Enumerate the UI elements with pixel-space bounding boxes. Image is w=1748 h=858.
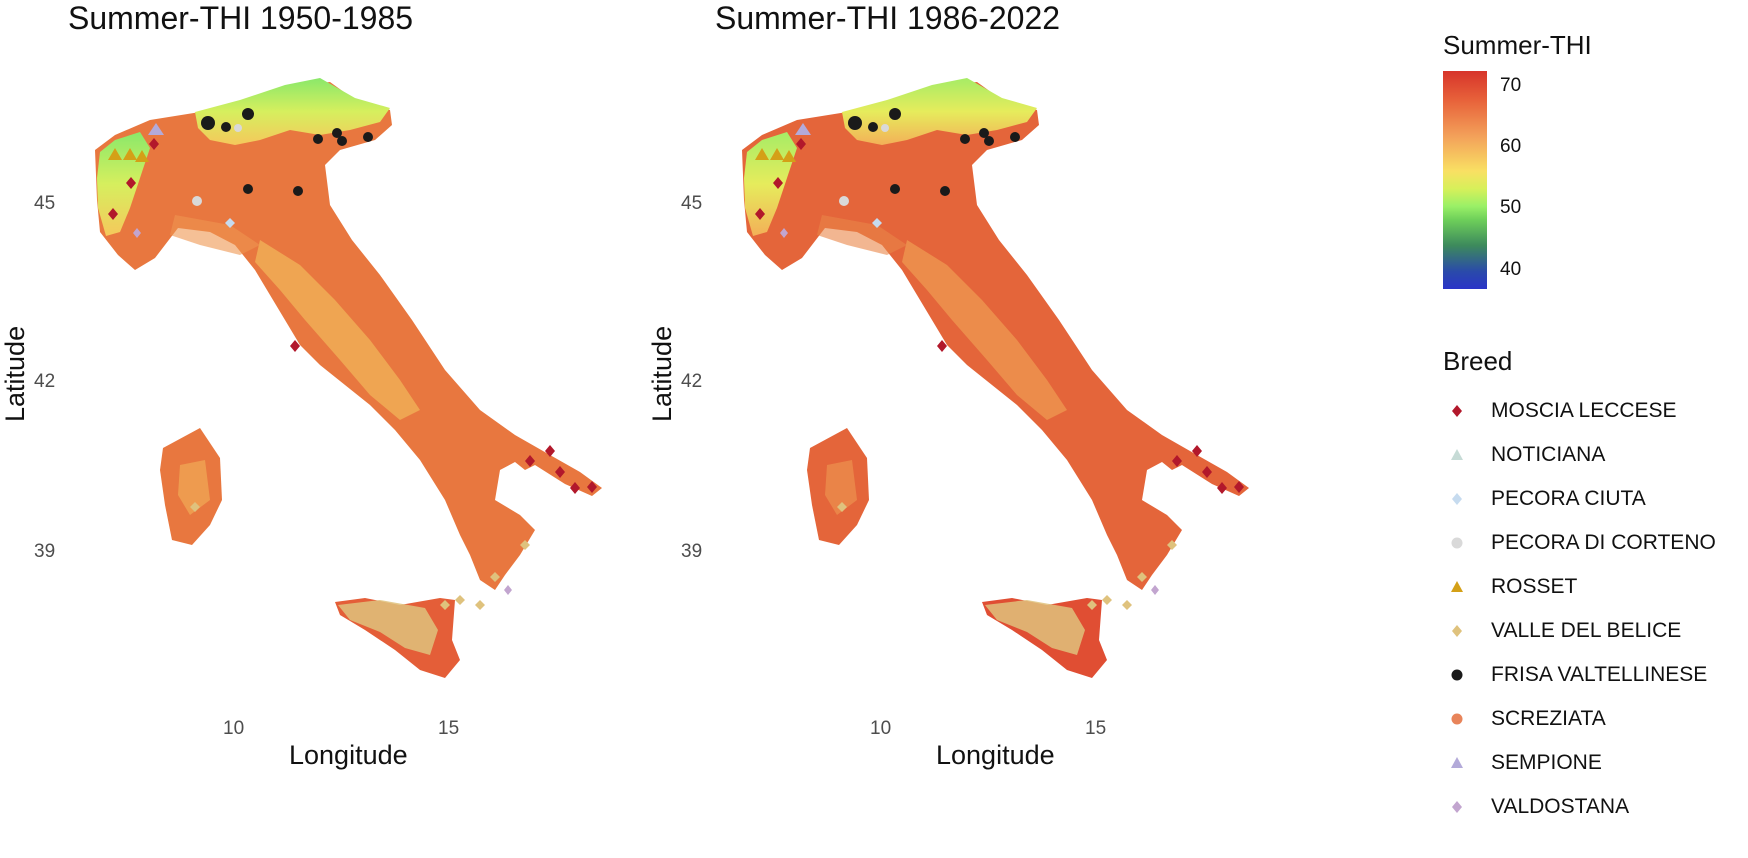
legend-item: ROSSET — [1445, 572, 1577, 602]
panel-1-map — [95, 78, 602, 678]
panel-2-title: Summer-THI 1986-2022 — [715, 0, 1061, 36]
panel-2-x-axis-label: Longitude — [936, 740, 1055, 770]
colorbar-tick-50: 50 — [1500, 197, 1522, 218]
panel-2-x-tick-10: 10 — [870, 718, 892, 739]
legend-item-label: SCREZIATA — [1491, 707, 1606, 730]
panel-2-y-tick-45: 45 — [681, 193, 703, 214]
diamond-marker-icon — [1445, 795, 1469, 819]
legend-item-label: MOSCIA LECCESE — [1491, 399, 1677, 422]
circle-marker-icon — [1445, 707, 1469, 731]
legend-item: FRISA VALTELLINESE — [1445, 660, 1707, 690]
panel-1-y-tick-42: 42 — [34, 371, 56, 392]
breed-legend-title: Breed — [1443, 346, 1513, 376]
panel-1-y-tick-45: 45 — [34, 193, 56, 214]
panel-2-y-tick-42: 42 — [681, 371, 703, 392]
circle-marker-icon — [1445, 531, 1469, 555]
breed-points — [108, 108, 597, 610]
panel-2-map — [742, 78, 1249, 678]
sicily — [335, 598, 460, 678]
triangle-marker-icon — [1445, 575, 1469, 599]
legend-item: PECORA DI CORTENO — [1445, 528, 1716, 558]
sicily — [982, 598, 1107, 678]
diamond-marker-icon — [1445, 399, 1469, 423]
panel-1-y-tick-39: 39 — [34, 541, 56, 562]
colorbar-title: Summer-THI — [1443, 30, 1592, 60]
legend-item-label: VALLE DEL BELICE — [1491, 619, 1682, 642]
legend-item-label: ROSSET — [1491, 575, 1578, 598]
colorbar-tick-70: 70 — [1500, 75, 1522, 96]
circle-marker-icon — [1445, 663, 1469, 687]
panel-1-x-tick-15: 15 — [438, 718, 460, 739]
colorbar-tick-40: 40 — [1500, 259, 1522, 280]
legend-item: MOSCIA LECCESE — [1445, 396, 1677, 426]
triangle-marker-icon — [1445, 751, 1469, 775]
panel-1-x-axis-label: Longitude — [289, 740, 408, 770]
italy-mainland — [742, 78, 1249, 590]
colorbar-tick-60: 60 — [1500, 136, 1522, 157]
colorbar — [1443, 71, 1487, 289]
legend-item-label: PECORA CIUTA — [1491, 487, 1646, 510]
legend-item: PECORA CIUTA — [1445, 484, 1646, 514]
legend-item: SEMPIONE — [1445, 748, 1602, 778]
legend-item-label: PECORA DI CORTENO — [1491, 531, 1716, 554]
legend-item-label: NOTICIANA — [1491, 443, 1606, 466]
breed-points — [755, 108, 1244, 610]
legend-item-label: FRISA VALTELLINESE — [1491, 663, 1708, 686]
sardinia — [160, 428, 222, 545]
sardinia — [807, 428, 869, 545]
legend-item: NOTICIANA — [1445, 440, 1605, 470]
legend-item: VALLE DEL BELICE — [1445, 616, 1681, 646]
panel-1-x-tick-10: 10 — [223, 718, 245, 739]
legend-item: SCREZIATA — [1445, 704, 1606, 734]
panel-1-title: Summer-THI 1950-1985 — [68, 0, 414, 36]
panel-2-x-tick-15: 15 — [1085, 718, 1107, 739]
diamond-marker-icon — [1445, 619, 1469, 643]
diamond-marker-icon — [1445, 487, 1469, 511]
legend-item-label: SEMPIONE — [1491, 751, 1602, 774]
triangle-marker-icon — [1445, 443, 1469, 467]
panel-2-y-tick-39: 39 — [681, 541, 703, 562]
legend-item-label: VALDOSTANA — [1491, 795, 1630, 818]
legend-item: VALDOSTANA — [1445, 792, 1629, 822]
